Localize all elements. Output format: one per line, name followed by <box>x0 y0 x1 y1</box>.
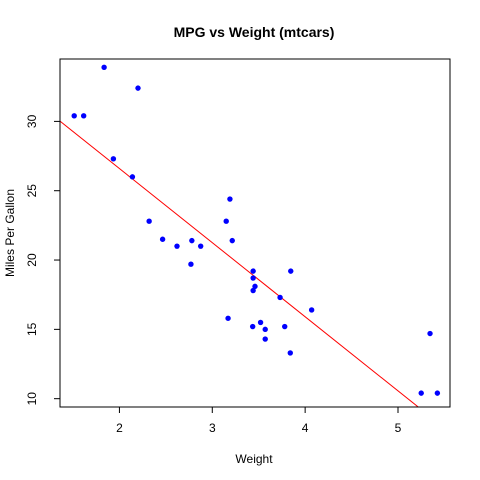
data-point <box>277 294 283 301</box>
data-point <box>250 268 256 274</box>
data-point <box>257 319 264 326</box>
x-tick-label: 5 <box>395 421 402 435</box>
y-axis: 10 15 20 25 30 <box>25 114 60 405</box>
data-point <box>101 64 107 71</box>
y-tick-label: 10 <box>25 392 39 406</box>
x-axis: 2 3 4 5 <box>116 407 402 435</box>
data-point <box>418 390 424 396</box>
data-point <box>229 237 235 244</box>
data-point <box>427 330 433 337</box>
data-point <box>308 307 315 313</box>
data-point <box>434 390 441 396</box>
data-point <box>159 236 166 242</box>
y-axis-label: Miles Per Gallon <box>3 189 17 277</box>
data-point <box>188 261 194 267</box>
data-point <box>129 174 136 180</box>
y-tick-label: 15 <box>25 322 39 336</box>
data-point <box>250 287 256 294</box>
data-point <box>223 218 229 224</box>
data-point <box>288 268 294 274</box>
data-point <box>262 326 268 333</box>
data-point <box>189 237 195 244</box>
data-point <box>80 113 87 119</box>
x-tick-label: 4 <box>302 421 309 435</box>
plot-frame <box>59 58 451 408</box>
data-point <box>252 283 258 290</box>
plot-area <box>60 64 441 407</box>
x-tick-label: 2 <box>116 421 123 435</box>
data-point <box>287 350 293 356</box>
data-point <box>225 315 231 321</box>
y-tick-label: 20 <box>25 253 39 267</box>
data-point <box>135 85 141 91</box>
x-axis-label: Weight <box>235 452 273 466</box>
data-point <box>174 243 180 249</box>
data-point <box>250 275 256 281</box>
data-point <box>197 243 204 249</box>
data-point <box>227 196 233 202</box>
data-point <box>110 156 117 162</box>
y-tick-label: 30 <box>25 114 39 128</box>
data-point <box>249 323 256 330</box>
data-point <box>71 113 77 119</box>
data-point <box>262 336 268 342</box>
data-point <box>282 323 288 330</box>
chart-title: MPG vs Weight (mtcars) <box>174 24 335 40</box>
y-tick-label: 25 <box>25 184 39 198</box>
data-point <box>146 218 152 224</box>
x-tick-label: 3 <box>209 421 216 435</box>
